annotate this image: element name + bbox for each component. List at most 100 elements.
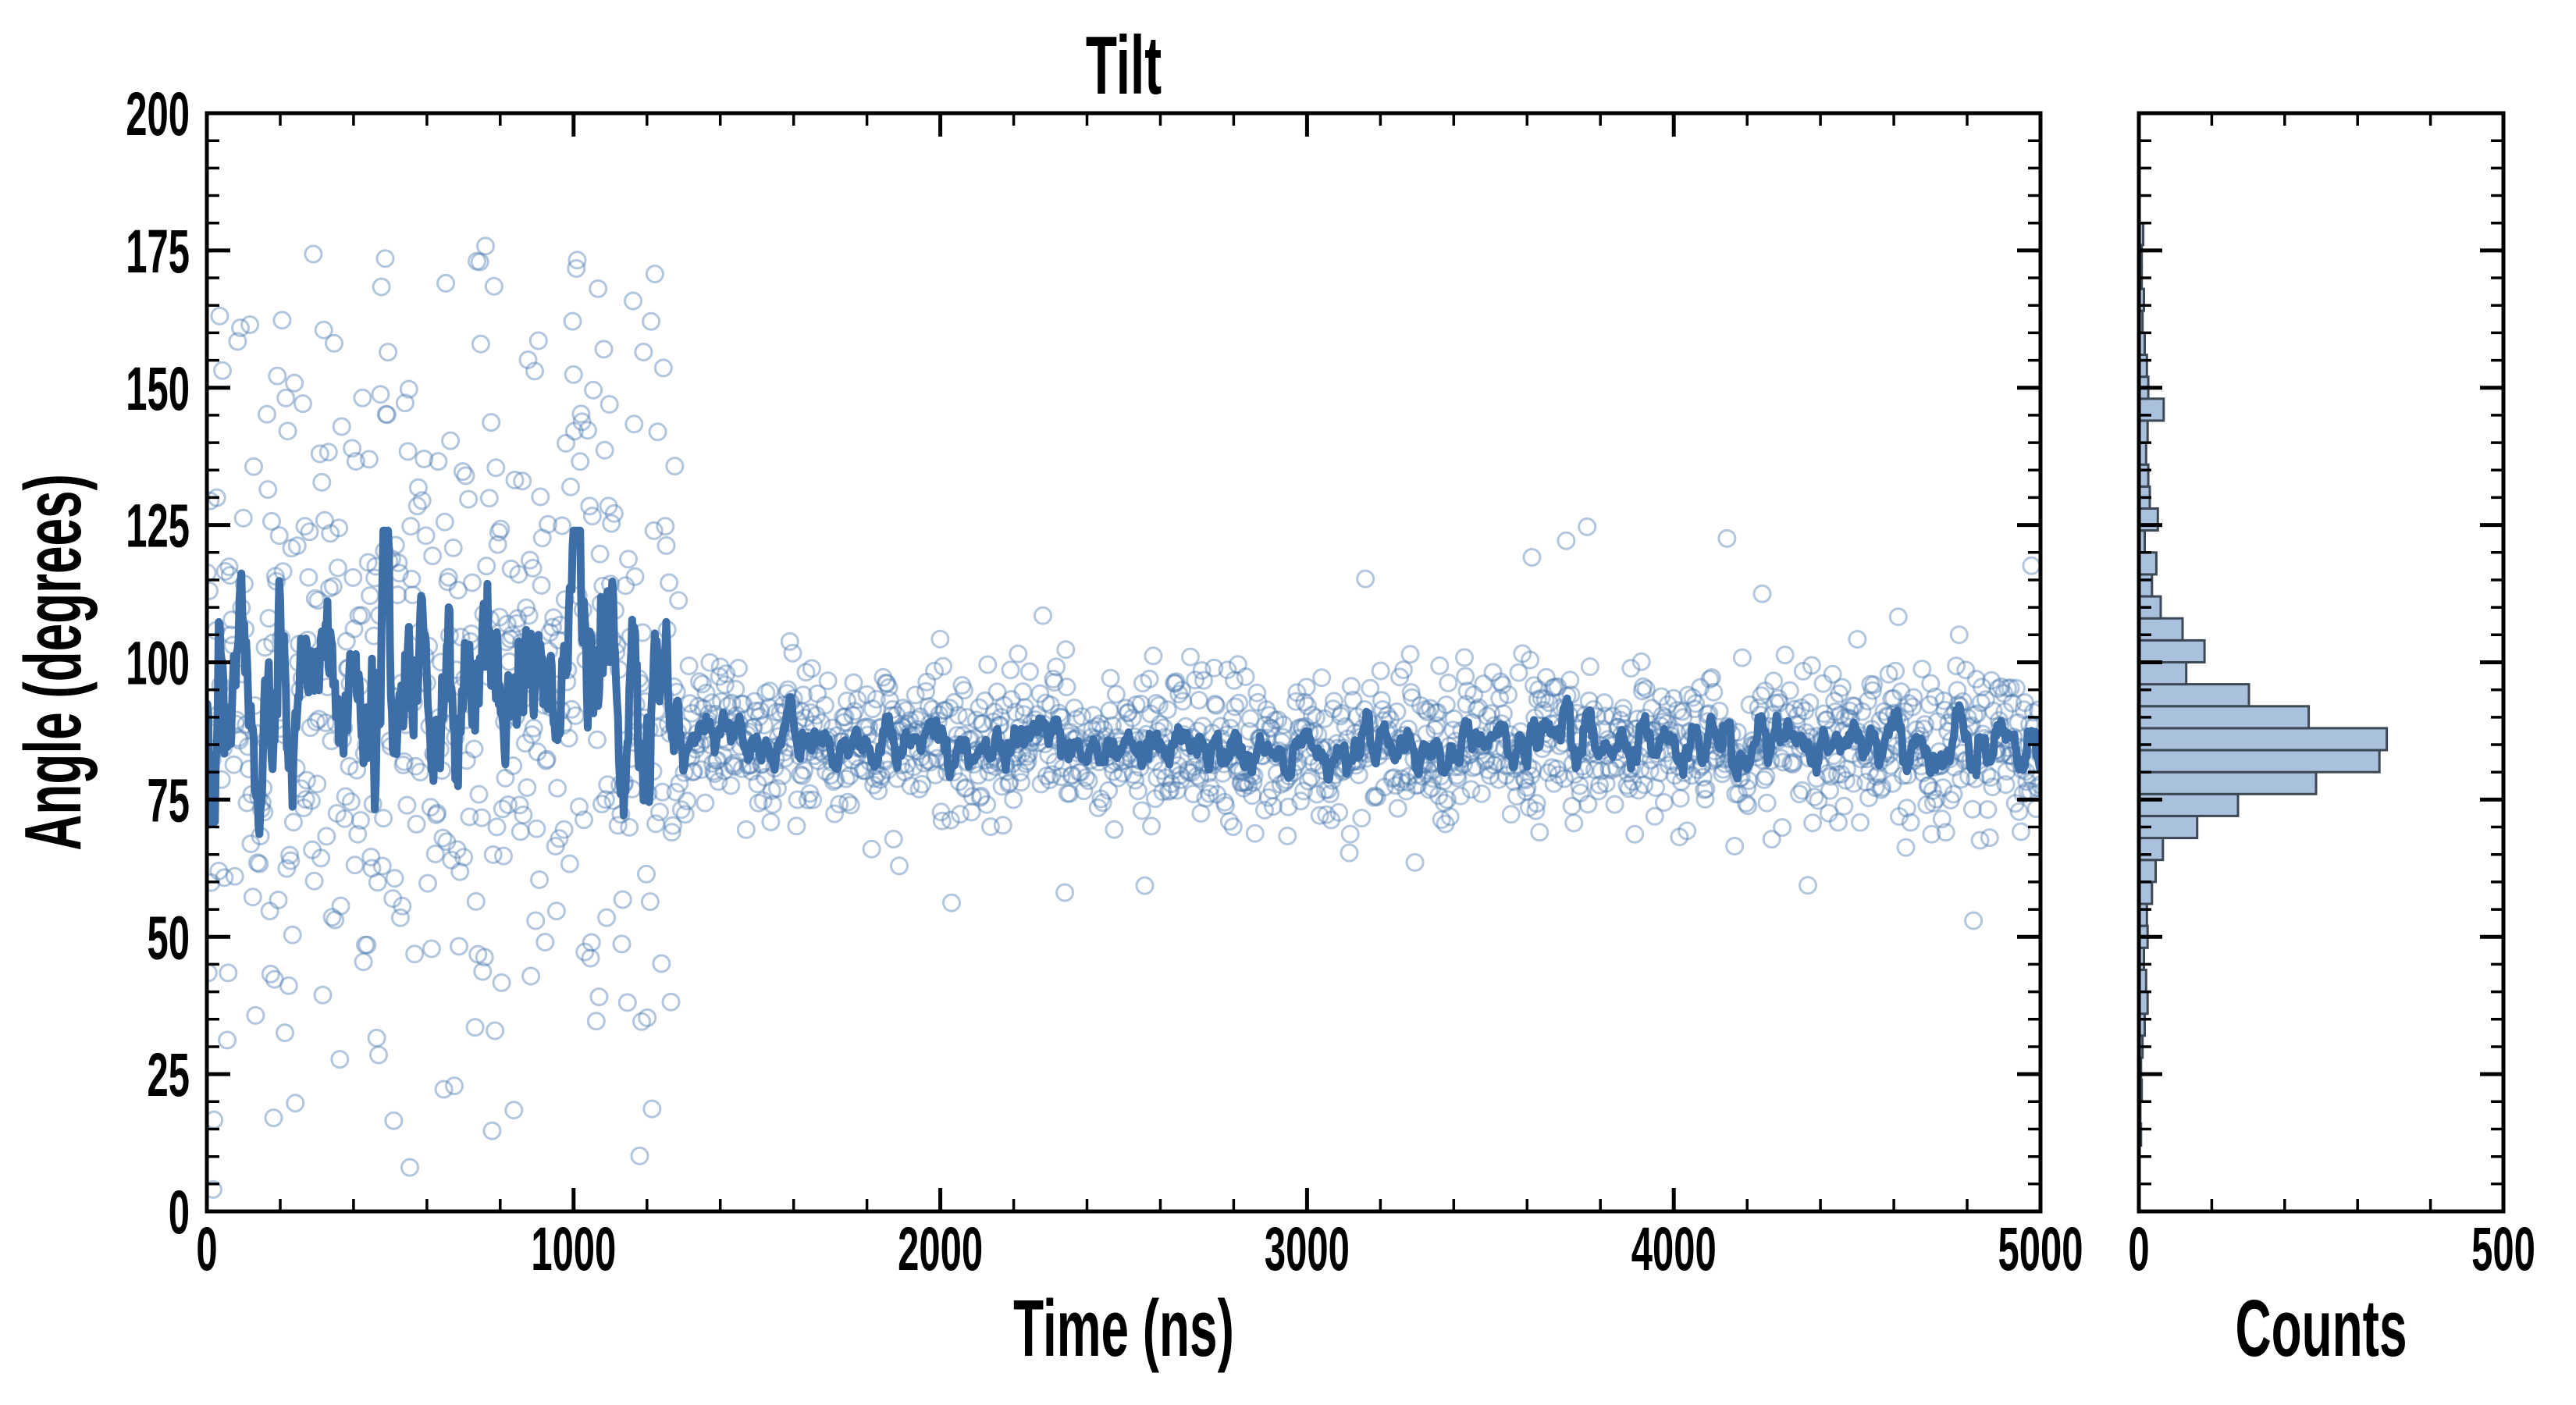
data-point [780, 631, 799, 651]
data-point [456, 466, 475, 486]
data-point [1904, 688, 1923, 707]
data-point [526, 911, 546, 930]
x-tick-label: 5000 [1998, 1215, 2083, 1283]
data-point [327, 804, 347, 823]
data-point [957, 708, 977, 727]
data-point [745, 692, 764, 711]
data-point [1156, 768, 1176, 788]
data-point [530, 870, 549, 889]
data-point [1365, 786, 1385, 806]
data-point [527, 819, 546, 838]
data-point [1457, 681, 1477, 701]
data-point [834, 713, 854, 732]
data-point [678, 791, 697, 811]
data-point [590, 544, 610, 564]
data-point [1901, 813, 1920, 832]
data-point [1034, 606, 1052, 625]
data-point [1322, 810, 1341, 830]
data-point [1516, 770, 1535, 790]
data-point [1544, 774, 1564, 793]
data-point [788, 790, 807, 809]
data-point [1126, 695, 1146, 714]
x-tick-label: 2000 [898, 1215, 983, 1283]
data-point [1384, 768, 1404, 788]
data-point [1792, 781, 1812, 800]
data-point [1795, 701, 1815, 720]
data-point [358, 553, 378, 572]
data-point [219, 963, 238, 983]
data-point [441, 431, 461, 450]
data-point [935, 701, 955, 720]
y-tick-label: 25 [148, 1040, 190, 1109]
data-point [940, 699, 959, 718]
data-point [1519, 798, 1539, 817]
data-point [356, 935, 375, 955]
data-point [575, 810, 593, 830]
data-point [1548, 677, 1567, 696]
data-point [1504, 772, 1524, 791]
data-point [1147, 768, 1167, 788]
data-point [367, 1028, 386, 1048]
data-point [1397, 781, 1416, 801]
data-point [1303, 706, 1322, 724]
data-point [1525, 676, 1543, 695]
data-point [1475, 752, 1495, 770]
data-point [341, 792, 361, 812]
data-point [273, 562, 293, 582]
data-point [1845, 696, 1864, 716]
data-point [331, 896, 350, 916]
data-point [1265, 710, 1285, 730]
data-point [1499, 685, 1518, 704]
data-point [1083, 706, 1103, 725]
data-point [594, 340, 614, 359]
data-point [560, 854, 579, 873]
data-point [472, 808, 492, 827]
data-point [383, 889, 403, 909]
data-point [1614, 699, 1633, 718]
data-point [931, 802, 951, 822]
data-point [970, 788, 990, 807]
data-point [563, 311, 582, 331]
data-point [1455, 648, 1474, 667]
data-point [1260, 706, 1279, 725]
data-point [1264, 797, 1283, 816]
data-point [1091, 789, 1111, 809]
data-point [910, 707, 930, 727]
data-point [584, 380, 603, 400]
data-point [325, 333, 343, 353]
data-point [1271, 774, 1290, 794]
data-point [332, 417, 351, 436]
data-point [1031, 774, 1051, 794]
data-point [955, 779, 975, 799]
data-point [519, 606, 539, 625]
data-point [422, 939, 441, 959]
data-point [1809, 791, 1828, 810]
data-point [304, 244, 323, 264]
data-point [866, 689, 886, 709]
data-point [282, 539, 301, 558]
data-point [749, 707, 769, 727]
data-point [1912, 660, 1932, 679]
data-point [1848, 630, 1867, 649]
data-point [1228, 655, 1247, 674]
data-point [1478, 706, 1497, 726]
data-point [269, 526, 289, 546]
data-point [763, 795, 782, 814]
data-point [1861, 674, 1880, 694]
data-point [1179, 763, 1198, 782]
data-point [1373, 700, 1393, 719]
data-point [1171, 770, 1190, 789]
data-point [696, 683, 716, 702]
data-point [575, 942, 595, 962]
data-point [1394, 660, 1413, 680]
data-point [314, 320, 333, 340]
data-point [491, 519, 511, 539]
data-point [1580, 657, 1599, 677]
data-point [1352, 809, 1372, 828]
data-point [233, 508, 253, 528]
data-point [589, 279, 608, 298]
data-point [710, 667, 729, 686]
histogram-bar [2139, 683, 2250, 708]
data-point [335, 809, 354, 828]
